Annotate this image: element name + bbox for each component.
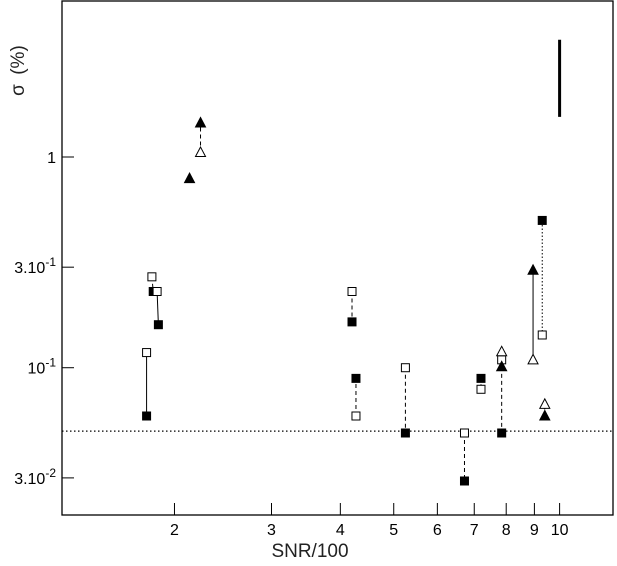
open-square-point: [147, 272, 157, 282]
filled-triangle-point: [538, 409, 551, 421]
filled-square-point: [400, 428, 410, 438]
open-triangle-point: [538, 397, 551, 409]
x-tick-label: 4: [336, 522, 345, 539]
filled-triangle-point: [527, 263, 539, 275]
open-square-point: [142, 348, 152, 358]
x-tick-label: 9: [530, 522, 539, 539]
plot-frame: [61, 0, 614, 516]
filled-triangle-point: [194, 116, 207, 128]
y-axis-label-unit: (%): [8, 45, 29, 75]
open-square-point: [476, 384, 486, 394]
filled-square-point: [153, 320, 163, 330]
open-triangle-point: [495, 345, 508, 357]
x-tick-label: 6: [433, 522, 442, 539]
filled-square-point: [347, 317, 357, 327]
x-axis-label: SNR/100: [271, 541, 348, 562]
y-tick-label: 1: [47, 150, 56, 167]
filled-triangle-point: [183, 172, 196, 184]
y-tick-label: 3.10-1: [14, 255, 56, 277]
filled-square-point: [351, 373, 361, 383]
filled-square-point: [537, 215, 547, 225]
y-tick-label: 10-1: [28, 356, 57, 378]
open-triangle-point: [527, 353, 539, 365]
pair-connectors: [146, 123, 546, 481]
open-square-point: [537, 330, 547, 340]
filled-triangle-point: [495, 360, 508, 372]
y-tick-label: 3.10-2: [14, 466, 56, 488]
data-markers: [142, 116, 551, 486]
open-square-point: [347, 286, 357, 296]
open-square-point: [459, 428, 469, 438]
open-triangle-point: [194, 145, 207, 158]
filled-square-point: [142, 411, 152, 421]
open-square-point: [152, 286, 162, 296]
y-axis-label-symbol: σ: [8, 84, 29, 96]
x-tick-label: 3: [267, 522, 276, 539]
x-tick-label: 5: [389, 522, 398, 539]
x-tick-label: 2: [170, 522, 179, 539]
y-axis-label: (%) σ: [8, 45, 29, 96]
filled-square-point: [459, 476, 469, 486]
open-square-point: [400, 363, 410, 373]
x-tick-label: 8: [502, 522, 511, 539]
x-tick-label: 7: [470, 522, 479, 539]
reference-layer: [62, 39, 613, 432]
open-square-point: [351, 411, 361, 421]
axes: 2 3 4 5 6 7 8 9 10 3.10-2 10-1 3.10-1 1: [14, 150, 568, 539]
x-tick-label: 10: [551, 522, 569, 539]
filled-square-point: [476, 373, 486, 383]
filled-square-point: [497, 428, 507, 438]
pair-connector: [156, 291, 159, 325]
